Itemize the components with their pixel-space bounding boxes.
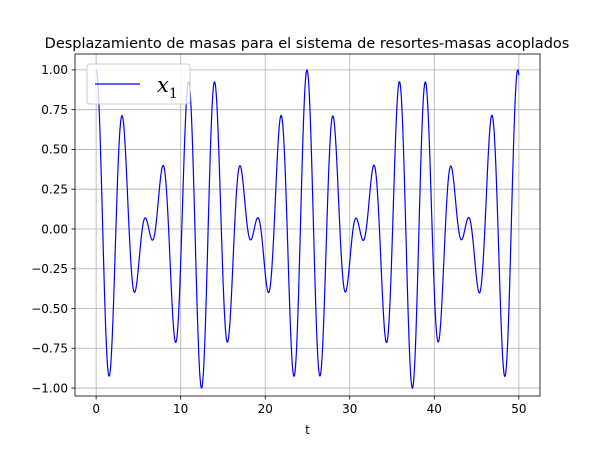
x-tick-label: 20 xyxy=(258,402,273,416)
x-tick-label: 0 xyxy=(92,402,100,416)
y-tick-label: −1.00 xyxy=(31,381,68,395)
series-layer xyxy=(95,69,520,389)
plot-frame xyxy=(74,53,541,397)
y-tick-label: −0.75 xyxy=(31,342,68,356)
y-tick-label: 0.75 xyxy=(41,103,68,117)
y-tick-label: 1.00 xyxy=(41,63,68,77)
y-tick-label: 0.25 xyxy=(41,183,68,197)
legend-entry-subscript: 1 xyxy=(169,86,178,102)
x-tick-label: 30 xyxy=(342,402,357,416)
chart-title: Desplazamiento de masas para el sistema … xyxy=(45,36,570,52)
y-axis: −1.00 −0.75 −0.50 −0.25 0.00 0.25 0.50 0.75 1.00 xyxy=(31,63,75,395)
x-tick-label: 50 xyxy=(511,402,526,416)
y-tick-label: −0.25 xyxy=(31,262,68,276)
legend-entry-x1: x1 xyxy=(157,73,178,102)
y-tick-label: 0.50 xyxy=(41,143,68,157)
y-tick-label: −0.50 xyxy=(31,302,68,316)
x-axis-label: t xyxy=(305,423,310,437)
legend-entry-main: x xyxy=(157,73,169,97)
x-axis: 0 10 20 30 40 50 xyxy=(92,396,527,416)
x-tick-label: 40 xyxy=(427,402,442,416)
y-tick-label: 0.00 xyxy=(41,222,68,236)
series-line-x1 xyxy=(95,69,520,389)
x-tick-label: 10 xyxy=(173,402,188,416)
legend: x1 xyxy=(86,63,191,105)
